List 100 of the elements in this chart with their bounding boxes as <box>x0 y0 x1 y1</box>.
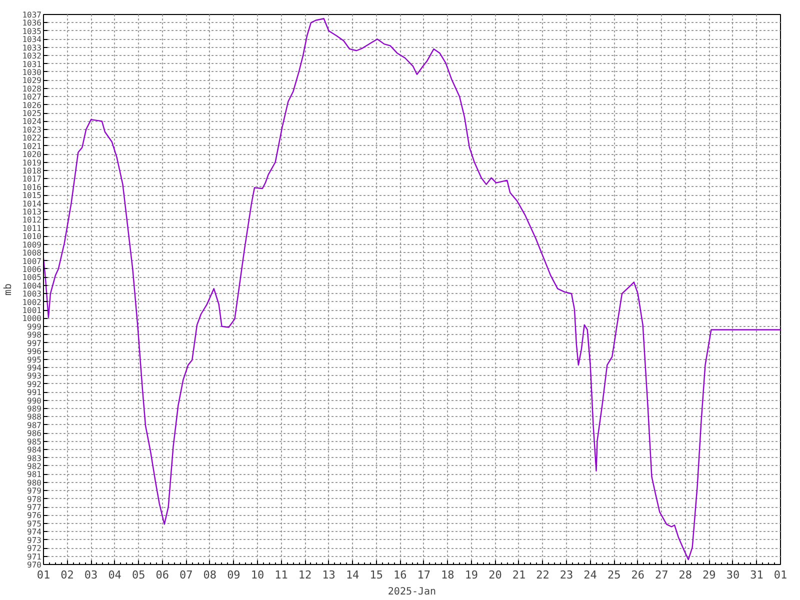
y-tick-label: 1030 <box>22 68 42 77</box>
y-tick-label: 1011 <box>22 224 42 233</box>
y-tick-label: 1026 <box>22 100 42 110</box>
x-tick-label: 07 <box>180 568 193 582</box>
x-tick-label: 18 <box>441 568 454 582</box>
y-tick-label: 976 <box>27 511 42 520</box>
x-tick-label: 15 <box>370 568 383 582</box>
y-tick-label: 1037 <box>22 10 42 20</box>
x-tick-label: 02 <box>60 568 74 582</box>
y-tick-label: 1034 <box>22 35 42 44</box>
x-tick-label: 03 <box>84 568 98 582</box>
x-tick-label: 26 <box>631 568 644 582</box>
x-axis-title: 2025-Jan <box>388 586 436 598</box>
y-tick-label: 1003 <box>22 290 42 299</box>
x-tick-label: 31 <box>750 568 764 582</box>
x-tick-label: 20 <box>488 568 502 582</box>
y-tick-label: 986 <box>27 429 42 438</box>
y-axis-title: mb <box>3 283 14 296</box>
y-tick-label: 996 <box>27 347 42 356</box>
y-tick-label: 980 <box>27 478 42 488</box>
y-tick-label: 1010 <box>22 232 42 242</box>
y-tick-label: 1022 <box>22 134 42 143</box>
y-tick-label: 1027 <box>22 92 42 102</box>
y-tick-label: 1015 <box>22 191 42 200</box>
y-tick-label: 1012 <box>22 216 42 225</box>
y-tick-label: 1006 <box>22 264 42 274</box>
y-tick-label: 1031 <box>22 60 42 69</box>
y-tick-label: 975 <box>27 519 42 528</box>
y-tick-label: 987 <box>27 420 42 430</box>
x-tick-label: 11 <box>274 568 288 582</box>
y-tick-label: 997 <box>27 338 42 348</box>
y-tick-label: 993 <box>27 372 42 381</box>
y-tick-label: 1029 <box>22 76 42 86</box>
x-tick-label: 09 <box>227 568 240 582</box>
y-tick-label: 995 <box>27 355 42 364</box>
x-tick-label: 17 <box>417 568 431 582</box>
y-tick-label: 1002 <box>22 298 42 307</box>
y-tick-label: 1008 <box>22 248 42 258</box>
y-tick-label: 981 <box>27 470 42 480</box>
y-tick-label: 984 <box>27 446 42 455</box>
y-tick-label: 979 <box>27 486 42 496</box>
y-tick-label: 971 <box>27 552 42 562</box>
x-tick-label: 27 <box>655 568 668 582</box>
y-tick-label: 974 <box>27 528 42 537</box>
y-tick-label: 1018 <box>22 166 42 176</box>
y-tick-label: 1013 <box>22 208 42 217</box>
y-tick-label: 1007 <box>22 256 42 266</box>
y-tick-label: 1016 <box>22 182 42 192</box>
y-tick-label: 977 <box>27 503 42 512</box>
x-tick-label: 23 <box>560 568 574 582</box>
y-tick-label: 990 <box>27 396 42 406</box>
y-tick-label: 1036 <box>22 18 42 28</box>
y-tick-label: 1000 <box>22 314 42 324</box>
x-tick-label: 01 <box>36 568 50 582</box>
x-tick-label: 05 <box>132 568 146 582</box>
y-tick-label: 1025 <box>22 109 42 118</box>
y-tick-label: 988 <box>27 412 42 422</box>
x-tick-label: 22 <box>536 568 550 582</box>
y-tick-label: 1020 <box>22 150 42 160</box>
x-tick-label: 01 <box>774 568 788 582</box>
y-tick-label: 978 <box>27 494 42 504</box>
y-tick-label: 989 <box>27 404 42 414</box>
y-tick-label: 1014 <box>22 199 42 208</box>
y-tick-label: 982 <box>27 462 42 471</box>
y-tick-label: 1004 <box>22 281 42 290</box>
y-tick-label: 1009 <box>22 240 42 250</box>
y-tick-label: 1028 <box>22 84 42 94</box>
x-tick-label: 21 <box>512 568 526 582</box>
x-tick-label: 28 <box>678 568 692 582</box>
x-tick-label: 19 <box>464 568 478 582</box>
y-tick-label: 1017 <box>22 174 42 184</box>
x-tick-label: 29 <box>702 568 716 582</box>
x-tick-label: 30 <box>726 568 740 582</box>
x-tick-label: 04 <box>108 568 122 582</box>
x-tick-label: 13 <box>322 568 336 582</box>
y-tick-label: 998 <box>27 330 42 340</box>
x-tick-label: 24 <box>584 568 598 582</box>
x-tick-label: 12 <box>298 568 312 582</box>
y-tick-label: 1024 <box>22 117 42 126</box>
y-tick-label: 973 <box>27 536 42 545</box>
y-tick-label: 1023 <box>22 125 42 134</box>
x-tick-label: 08 <box>203 568 217 582</box>
y-tick-label: 1001 <box>22 306 42 316</box>
y-tick-label: 1019 <box>22 158 42 168</box>
y-tick-label: 985 <box>27 437 42 446</box>
y-tick-label: 994 <box>27 363 42 372</box>
y-tick-label: 1021 <box>22 142 42 151</box>
y-tick-label: 1032 <box>22 52 42 61</box>
y-tick-label: 1035 <box>22 26 42 36</box>
x-tick-label: 14 <box>346 568 360 582</box>
x-tick-label: 25 <box>607 568 621 582</box>
x-tick-label: 10 <box>250 568 264 582</box>
y-tick-label: 1033 <box>22 43 42 52</box>
x-tick-label: 16 <box>393 568 407 582</box>
line-series <box>44 18 780 560</box>
x-tick-label: 06 <box>156 568 169 582</box>
y-tick-label: 972 <box>27 544 42 554</box>
y-tick-label: 999 <box>27 322 42 332</box>
y-tick-label: 970 <box>27 560 42 570</box>
y-tick-label: 1005 <box>22 273 42 282</box>
